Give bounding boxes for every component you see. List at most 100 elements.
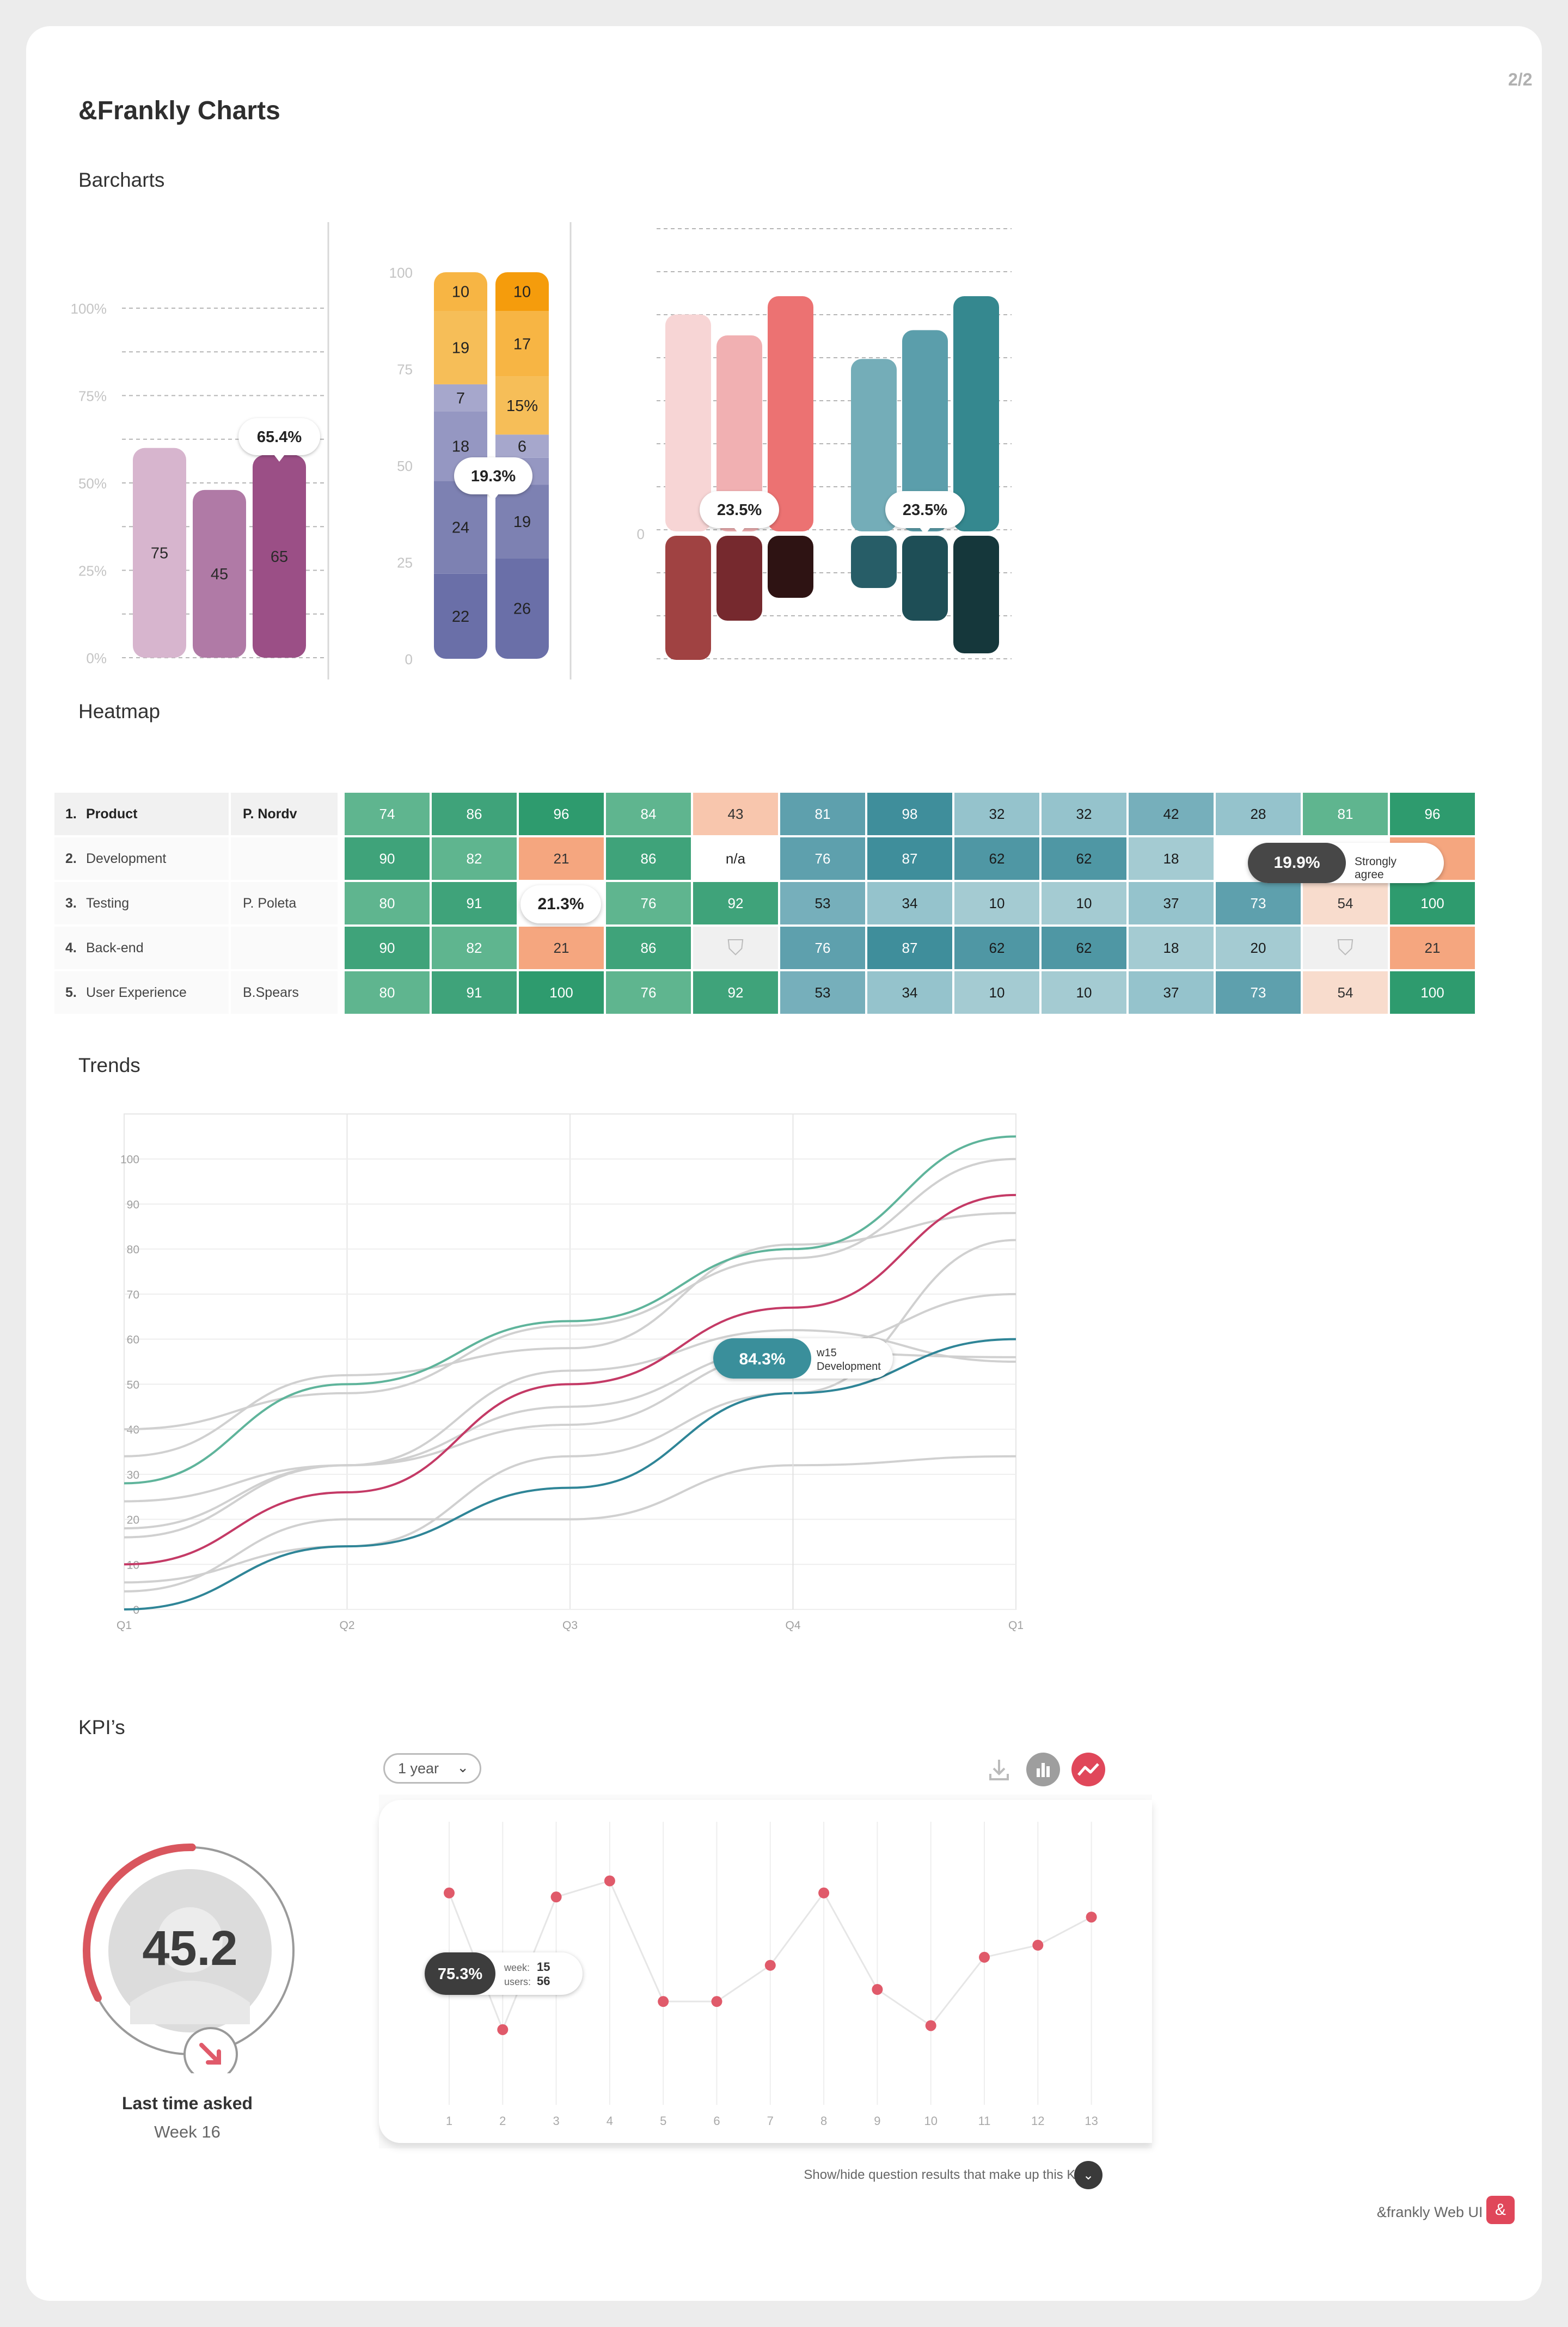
heatmap-cell[interactable]: 62 (1042, 927, 1126, 969)
positive-bar (953, 296, 999, 531)
heatmap-cell[interactable]: 43 (693, 793, 778, 835)
heatmap-cell[interactable]: 21 (519, 837, 604, 880)
heatmap-cell[interactable]: ⛉ (1303, 927, 1388, 969)
heatmap-cell[interactable]: 28 (1216, 793, 1301, 835)
trend-line (124, 1338, 1016, 1610)
brand-logo: & (1486, 2196, 1515, 2224)
kpi-gauge: 45.2 (78, 1839, 313, 2081)
stack-tooltip: 19.3% (454, 457, 532, 501)
bar-tooltip: 65.4% (238, 418, 320, 462)
trend-line (124, 1293, 1016, 1539)
heatmap-cell[interactable]: 86 (432, 793, 517, 835)
heatmap-cell[interactable]: 80 (345, 971, 430, 1014)
kpi-toggle-text[interactable]: Show/hide question results that make up … (804, 2167, 1088, 2182)
bar-chart-stacked: 0 25 50 75 100 22 24 18 7 19 10 10 26 19 6 15% 17 10 19.3% (389, 265, 549, 668)
heatmap-cell[interactable]: 18 (1129, 837, 1214, 880)
line-chart-view-button[interactable] (1071, 1753, 1105, 1786)
heatmap-cell[interactable]: 53 (780, 971, 865, 1014)
heatmap-cell[interactable]: 86 (606, 837, 691, 880)
download-icon[interactable] (989, 1760, 1009, 1780)
heatmap-cell[interactable]: 80 (345, 882, 430, 924)
heatmap-cell[interactable]: 84 (606, 793, 691, 835)
heatmap-cell[interactable]: 76 (780, 927, 865, 969)
heatmap-cell[interactable]: 32 (954, 793, 1039, 835)
heatmap-cell[interactable]: 82 (432, 837, 517, 880)
heatmap-cell[interactable]: 54 (1303, 882, 1388, 924)
heatmap-cell[interactable]: 87 (867, 837, 952, 880)
heatmap-cell[interactable]: 42 (1129, 793, 1214, 835)
segment-label: 10 (513, 284, 531, 301)
expand-chevron-icon[interactable]: ⌄ (1074, 2161, 1102, 2189)
heatmap-cell[interactable]: 73 (1216, 882, 1301, 924)
heatmap-cell[interactable]: 37 (1129, 882, 1214, 924)
y-tick-label: 80 (127, 1244, 139, 1256)
heatmap-cell[interactable]: 100 (519, 971, 604, 1014)
heatmap-cell[interactable]: 21 (1390, 927, 1475, 969)
heatmap-cell[interactable]: 91 (432, 971, 517, 1014)
heatmap-cell[interactable]: 20 (1216, 927, 1301, 969)
heatmap-cell[interactable]: 54 (1303, 971, 1388, 1014)
heatmap-cell[interactable]: 81 (1303, 793, 1388, 835)
heatmap-cell[interactable]: 96 (1390, 793, 1475, 835)
kpi-caption: Last time asked (121, 2093, 253, 2113)
heatmap-cell[interactable]: 34 (867, 971, 952, 1014)
heatmap-cell[interactable]: 98 (867, 793, 952, 835)
heatmap-cell[interactable]: 73 (1216, 971, 1301, 1014)
bar-segment (434, 384, 487, 412)
heatmap-cell[interactable]: 10 (954, 971, 1039, 1014)
kpi-point (604, 1875, 615, 1887)
kpi-tooltip-week: 15 (537, 1960, 550, 1974)
heatmap-cell[interactable]: 90 (345, 837, 430, 880)
kpi-point (764, 1959, 776, 1971)
heatmap-cell[interactable]: 74 (345, 793, 430, 835)
heatmap-cell[interactable]: 91 (432, 882, 517, 924)
heatmap-cell[interactable]: 86 (606, 927, 691, 969)
trend-line (124, 1158, 1016, 1431)
heatmap-cell[interactable]: 81 (780, 793, 865, 835)
heatmap-cell[interactable]: 10 (1042, 882, 1126, 924)
heatmap-cell[interactable]: 76 (606, 882, 691, 924)
kpi-point (711, 1996, 722, 2007)
heatmap-cell[interactable]: 37 (1129, 971, 1214, 1014)
kpi-x-tick: 6 (713, 2114, 720, 2128)
kpi-x-tick: 8 (820, 2114, 827, 2128)
heatmap-cell[interactable]: 62 (954, 837, 1039, 880)
heatmap-cell[interactable]: 96 (519, 793, 604, 835)
kpi-tooltip-users: 56 (537, 1974, 550, 1988)
heatmap-cell[interactable]: 76 (780, 837, 865, 880)
kpi-x-tick: 5 (660, 2114, 666, 2128)
heatmap-cell[interactable]: 87 (867, 927, 952, 969)
heatmap-cell[interactable]: 90 (345, 927, 430, 969)
bar-chart-view-button[interactable] (1026, 1753, 1060, 1786)
heatmap-cell[interactable]: 76 (606, 971, 691, 1014)
bar-segment (495, 558, 549, 659)
row-name: User Experience (86, 984, 187, 1000)
heatmap-cell[interactable]: 100 (1390, 882, 1475, 924)
heatmap-cell[interactable]: 10 (954, 882, 1039, 924)
heatmap-cell[interactable]: 62 (954, 927, 1039, 969)
trend-down-badge (183, 2027, 238, 2081)
trend-line (124, 1212, 1016, 1458)
segment-label: 10 (452, 284, 469, 301)
heatmap-cell[interactable]: 92 (693, 882, 778, 924)
period-dropdown[interactable]: 1 year ⌄ (383, 1753, 481, 1784)
heatmap-cell[interactable]: 92 (693, 971, 778, 1014)
kpi-x-tick: 10 (924, 2114, 937, 2128)
bar-tooltip-value: 65.4% (257, 428, 302, 446)
heatmap-cell[interactable]: 10 (1042, 971, 1126, 1014)
positive-bar (716, 335, 762, 531)
heatmap-cell[interactable]: 32 (1042, 793, 1126, 835)
heatmap-cell[interactable]: 62 (1042, 837, 1126, 880)
heatmap-cell[interactable]: ⛉ (693, 927, 778, 969)
heatmap-cell[interactable]: 100 (1390, 971, 1475, 1014)
heatmap-cell[interactable]: 82 (432, 927, 517, 969)
heatmap-cell[interactable]: 34 (867, 882, 952, 924)
heatmap-row-owner: P. Poleta (231, 882, 338, 924)
heatmap-cell[interactable]: 18 (1129, 927, 1214, 969)
heatmap-cell[interactable]: n/a (693, 837, 778, 880)
heatmap-cell[interactable]: 53 (780, 882, 865, 924)
heatmap-cell[interactable]: 21 (519, 927, 604, 969)
avatar-body-shape (130, 1981, 250, 2024)
y-tick-label: 100 (389, 265, 413, 281)
